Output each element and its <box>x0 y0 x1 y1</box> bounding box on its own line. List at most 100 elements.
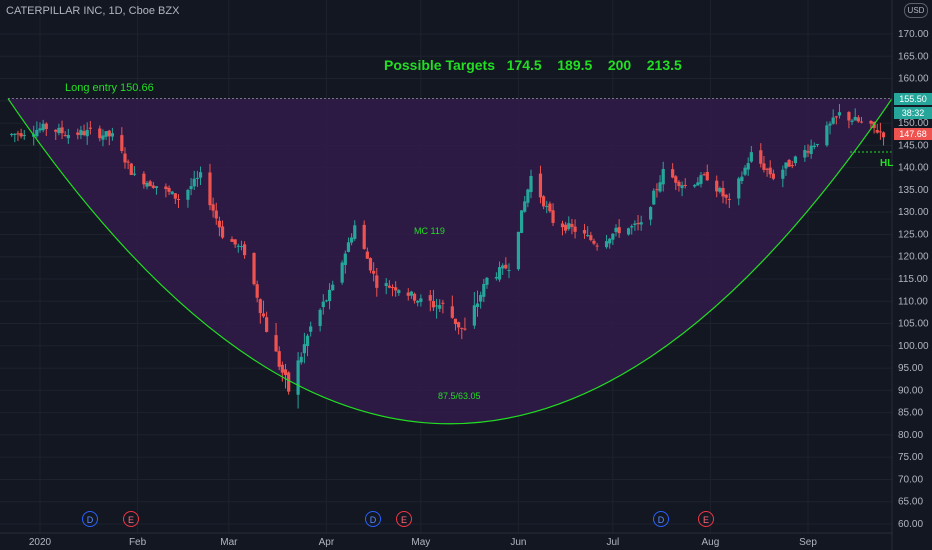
candle-body <box>217 220 222 228</box>
candle-body <box>126 161 130 163</box>
candle-body <box>759 150 763 164</box>
candle-body <box>671 169 675 178</box>
candle-body <box>749 152 753 162</box>
candle-body <box>812 145 816 148</box>
candle-body <box>340 262 344 283</box>
price-tick-label: 105.00 <box>898 319 929 330</box>
candle-body <box>784 162 788 169</box>
candle-body <box>164 186 168 190</box>
price-tick-label: 165.00 <box>898 51 929 62</box>
candle-body <box>633 223 637 225</box>
candle-body <box>507 269 511 271</box>
candle-body <box>419 298 423 302</box>
candle-body <box>652 190 656 205</box>
dividend-event-marker[interactable]: D <box>82 511 98 527</box>
candle-body <box>847 112 851 121</box>
dividend-event-marker[interactable]: D <box>653 511 669 527</box>
candle-body <box>167 187 171 192</box>
candle-body <box>614 227 618 232</box>
candle-body <box>450 306 454 318</box>
candle-body <box>856 117 860 122</box>
price-tick-label: 115.00 <box>898 274 928 285</box>
earnings-event-marker[interactable]: E <box>396 511 412 527</box>
earnings-event-marker[interactable]: E <box>123 511 139 527</box>
candle-body <box>850 120 854 122</box>
candle-body <box>397 290 401 294</box>
candle-body <box>283 369 288 376</box>
candle-body <box>837 112 842 116</box>
candle-body <box>661 169 665 185</box>
candle-body <box>287 372 291 392</box>
candle-body <box>431 301 436 308</box>
candle-body <box>261 313 266 317</box>
candle-body <box>16 133 20 135</box>
candle-body <box>639 222 643 225</box>
candle-body <box>230 239 234 242</box>
candle-body <box>123 153 127 163</box>
candle-body <box>54 129 58 132</box>
price-tick-label: 140.00 <box>898 163 929 174</box>
candle-body <box>233 239 237 245</box>
candle-body <box>551 210 555 223</box>
candle-body <box>768 167 772 175</box>
candle-body <box>214 210 218 219</box>
candle-body <box>589 235 593 241</box>
earnings-event-marker[interactable]: E <box>698 511 714 527</box>
candle-body <box>327 289 332 302</box>
candle-body <box>331 284 335 291</box>
candle-body <box>743 167 747 175</box>
last-price-tag: 147.68 <box>894 128 932 140</box>
candle-body <box>362 224 366 249</box>
time-tick-label: Sep <box>799 537 817 548</box>
price-tick-label: 110.00 <box>898 296 928 307</box>
candle-body <box>189 186 193 190</box>
candle-body <box>375 275 379 288</box>
price-axis: 170.00165.00160.00155.00150.00145.00140.… <box>891 0 929 550</box>
candle-body <box>296 360 300 395</box>
price-tick-label: 90.00 <box>898 385 923 396</box>
candle-body <box>658 182 662 192</box>
price-tick-label: 150.00 <box>898 118 929 129</box>
candle-body <box>107 130 111 137</box>
candle-body <box>390 286 395 288</box>
candle-body <box>831 117 835 124</box>
dividend-event-marker[interactable]: D <box>365 511 381 527</box>
candle-body <box>630 226 634 228</box>
candle-body <box>815 144 820 146</box>
candle-body <box>302 344 306 354</box>
candle-body <box>406 292 410 296</box>
candle-body <box>834 116 838 118</box>
candle-body <box>44 123 48 130</box>
price-tick-label: 80.00 <box>898 430 923 441</box>
cup-curve <box>7 98 893 425</box>
candle-body <box>604 241 609 248</box>
candle-body <box>803 150 807 158</box>
candle-body <box>567 223 571 229</box>
candle-body <box>35 129 39 137</box>
candle-body <box>63 135 67 137</box>
candle-body <box>412 293 417 301</box>
candle-body <box>104 131 108 137</box>
currency-badge[interactable]: USD <box>904 3 928 18</box>
candle-body <box>428 295 432 301</box>
time-tick-label: Feb <box>129 537 147 548</box>
candle-body <box>592 240 596 244</box>
candle-body <box>387 285 391 288</box>
candle-body <box>479 295 483 302</box>
candle-body <box>19 133 23 137</box>
price-tick-label: 135.00 <box>898 185 929 196</box>
price-tick-label: 160.00 <box>898 74 929 85</box>
candle-body <box>869 120 873 124</box>
candle-body <box>88 127 92 129</box>
candle-body <box>538 173 543 198</box>
candle-body <box>680 185 684 189</box>
candle-body <box>727 198 731 200</box>
candle-body <box>211 204 215 211</box>
candle-body <box>10 134 14 136</box>
candle-body <box>737 178 741 199</box>
time-tick-label: Jun <box>510 537 526 548</box>
candle-body <box>318 309 322 326</box>
candle-body <box>142 173 146 185</box>
